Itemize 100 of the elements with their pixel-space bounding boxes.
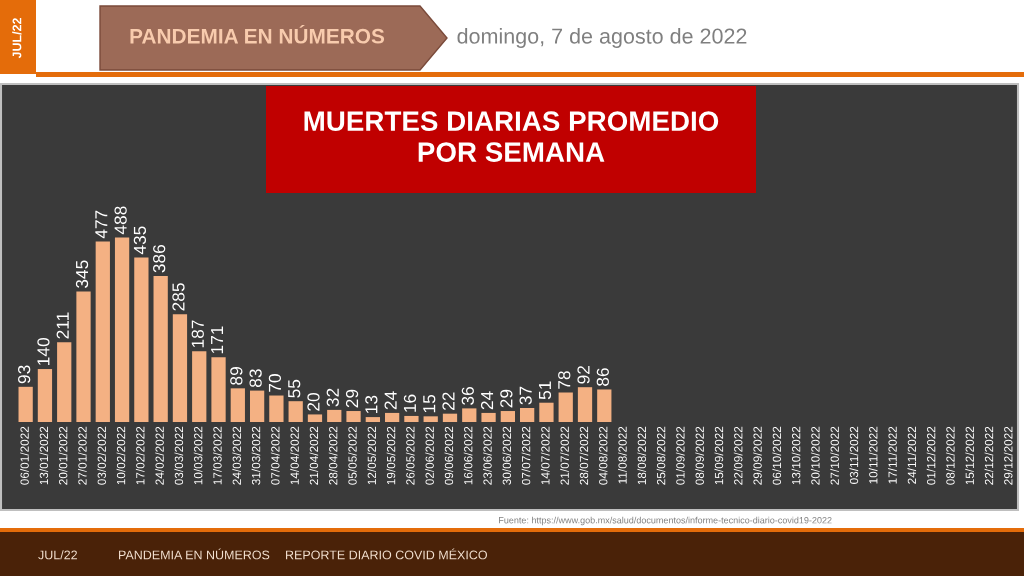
data-label: 171	[211, 326, 224, 354]
x-tick-label: 23/06/2022	[483, 426, 492, 485]
x-tick-label: 03/02/2022	[97, 426, 106, 485]
bar	[597, 389, 612, 422]
data-label: 15	[423, 394, 436, 413]
x-tick-label: 28/07/2022	[579, 426, 589, 485]
x-tick-label: 25/08/2022	[656, 426, 666, 485]
x-tick-label: 20/01/2022	[58, 426, 68, 485]
data-label: 29	[500, 389, 513, 408]
data-label: 24	[480, 391, 494, 410]
x-tick-label: 26/05/2022	[405, 426, 415, 485]
x-tick-label: 27/01/2022	[78, 426, 87, 485]
x-tick-label: 07/07/2022	[521, 426, 531, 485]
data-label: 70	[268, 374, 282, 392]
data-label: 140	[37, 337, 50, 365]
bar	[577, 387, 593, 422]
x-tick-label: 20/10/2022	[810, 426, 820, 485]
text: REPORTE DIARIO COVID MÉXICO	[286, 548, 487, 560]
x-tick-label: 05/05/2022	[348, 426, 357, 485]
x-tick-label: 03/03/2022	[174, 426, 184, 485]
x-tick-label: 15/12/2022	[965, 426, 974, 485]
x-tick-label: 06/10/2022	[772, 426, 782, 485]
x-tick-label: 17/03/2022	[213, 426, 222, 485]
x-tick-label: 08/09/2022	[695, 426, 704, 485]
bar	[76, 291, 91, 422]
data-label: 51	[538, 381, 552, 400]
data-label: 29	[345, 389, 359, 408]
bar	[365, 417, 380, 422]
bar	[37, 369, 53, 422]
x-tick-label: 24/03/2022	[232, 426, 241, 485]
data-label: 36	[461, 387, 474, 405]
bar	[442, 413, 458, 422]
data-label: 89	[230, 367, 243, 385]
x-tick-label: 22/12/2022	[984, 426, 994, 485]
x-tick-label: 08/12/2022	[945, 426, 955, 485]
data-label: 187	[191, 320, 204, 348]
x-tick-label: 10/03/2022	[193, 426, 203, 485]
x-tick-label: 14/07/2022	[540, 426, 550, 485]
bar	[346, 411, 361, 422]
x-tick-label: 02/06/2022	[425, 426, 434, 485]
x-tick-label: 10/11/2022	[868, 426, 878, 484]
bar	[384, 412, 400, 422]
data-label: 345	[75, 260, 89, 289]
x-tick-label: 09/06/2022	[444, 426, 454, 485]
x-tick-label: 15/09/2022	[714, 426, 724, 485]
data-label: 477	[95, 210, 108, 239]
bar	[172, 314, 188, 422]
chart-subtitle: domingo, 7 de agosto de 2022	[457, 27, 747, 49]
data-label: 285	[172, 283, 185, 311]
x-tick-label: 01/09/2022	[675, 426, 685, 485]
x-tick-label: 04/08/2022	[598, 426, 608, 485]
data-label: 488	[114, 206, 127, 235]
bar	[288, 401, 303, 422]
data-label: 16	[403, 394, 417, 412]
text: PANDEMIA EN NÚMEROS	[119, 548, 270, 560]
text: JUL/22	[38, 550, 77, 560]
x-tick-label: 21/07/2022	[560, 426, 569, 485]
x-tick-label: 03/11/2022	[849, 426, 859, 484]
bar	[307, 414, 323, 422]
x-tick-label: 17/11/2022	[888, 426, 897, 484]
bar	[134, 257, 149, 422]
data-label: 20	[307, 393, 320, 411]
x-tick-label: 29/12/2022	[1003, 426, 1013, 485]
x-tick-label: 30/06/2022	[502, 426, 512, 485]
x-tick-label: 13/01/2022	[39, 426, 49, 485]
bar	[230, 388, 245, 422]
x-tick-label: 10/02/2022	[116, 426, 126, 485]
x-tick-label: 24/11/2022	[907, 426, 917, 484]
data-label: 435	[133, 226, 147, 255]
x-tick-label: 22/09/2022	[733, 426, 743, 485]
data-label: 55	[288, 379, 301, 398]
x-tick-label: 27/10/2022	[830, 426, 839, 485]
data-label: 83	[249, 369, 262, 388]
bar	[500, 411, 515, 422]
bar	[192, 351, 207, 422]
x-tick-label: 18/08/2022	[637, 426, 647, 485]
source-note: Fuente: https://www.gob.mx/salud/documentos/informe-tecnico-diario-covid19-2022	[499, 516, 832, 526]
data-label: 37	[519, 386, 532, 405]
x-tick-label: 16/06/2022	[463, 426, 473, 485]
bar	[558, 392, 573, 422]
text: JUL/22	[12, 18, 22, 59]
x-tick-label: 17/02/2022	[135, 426, 145, 485]
data-label: 92	[577, 365, 590, 384]
bar	[423, 416, 438, 422]
data-label: 86	[596, 368, 609, 386]
bar	[327, 409, 342, 422]
text: PANDEMIA EN NÚMEROS	[130, 24, 385, 44]
bar	[211, 357, 226, 422]
x-tick-label: 31/03/2022	[251, 426, 261, 485]
x-tick-label: 29/09/2022	[753, 426, 762, 485]
bar	[481, 412, 496, 422]
x-tick-label: 06/01/2022	[20, 426, 29, 485]
bar	[462, 408, 477, 422]
bar	[57, 342, 72, 422]
bar	[269, 395, 284, 422]
bar	[18, 386, 33, 422]
x-tick-label: 12/05/2022	[367, 426, 377, 485]
bar	[95, 241, 110, 422]
bar	[520, 408, 535, 422]
x-tick-label: 11/08/2022	[618, 426, 627, 484]
